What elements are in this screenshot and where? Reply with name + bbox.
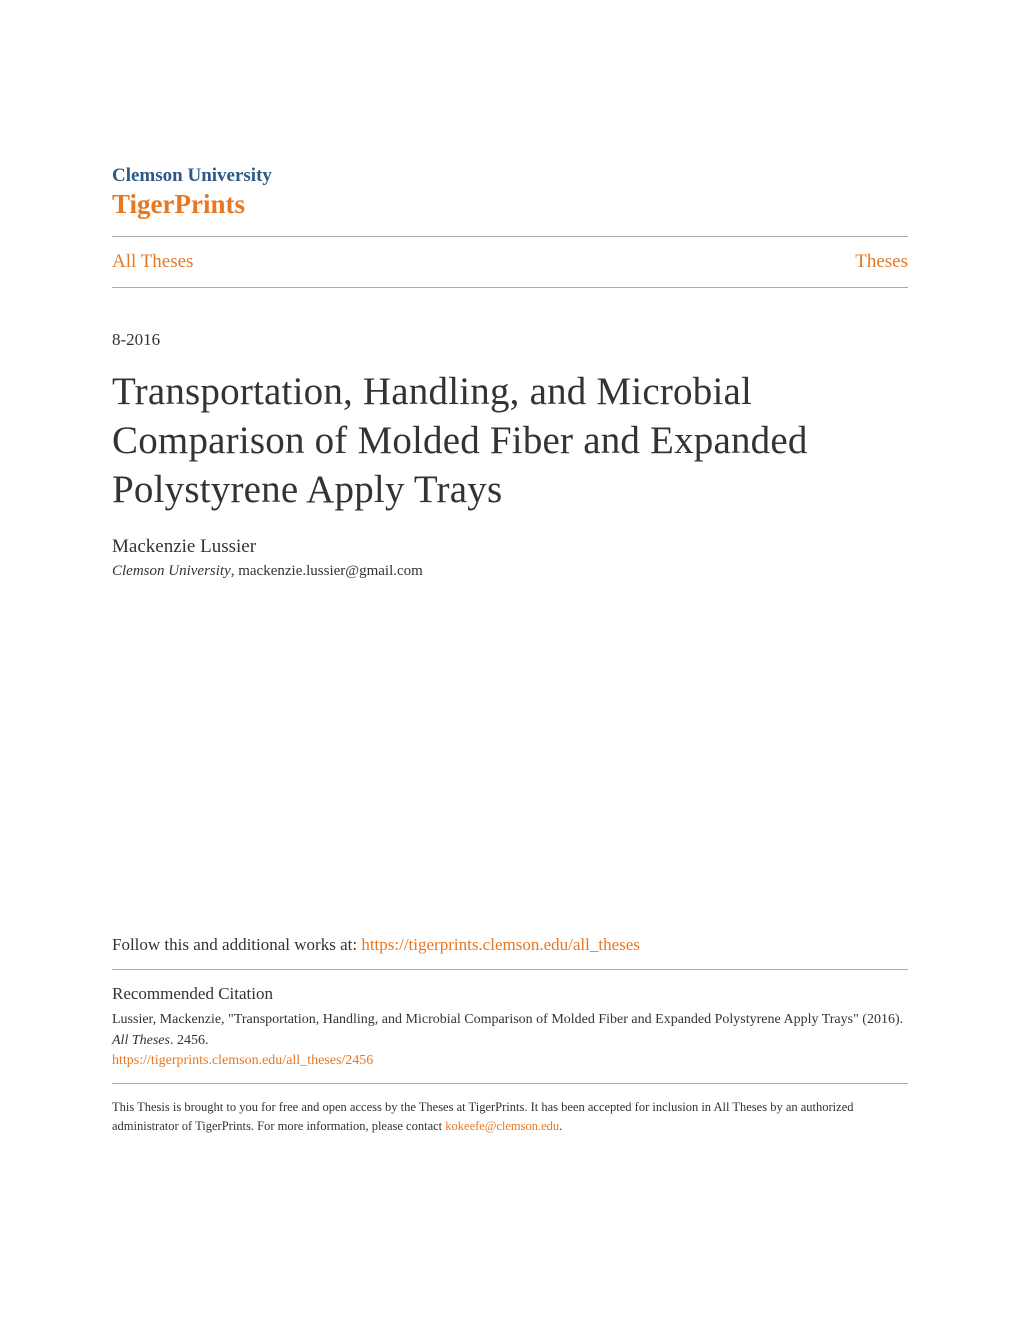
citation-section: Recommended Citation Lussier, Mackenzie,… bbox=[112, 970, 908, 1069]
document-title: Transportation, Handling, and Microbial … bbox=[112, 368, 908, 514]
institution-name: Clemson University bbox=[112, 165, 908, 187]
author-affiliation: Clemson University, mackenzie.lussier@gm… bbox=[112, 563, 908, 580]
author-institution: Clemson University bbox=[112, 563, 231, 579]
access-statement: This Thesis is brought to you for free a… bbox=[112, 1084, 908, 1136]
follow-section: Follow this and additional works at: htt… bbox=[112, 935, 908, 955]
citation-text-part1: Lussier, Mackenzie, "Transportation, Han… bbox=[112, 1012, 903, 1027]
nav-theses-link[interactable]: Theses bbox=[855, 251, 908, 273]
nav-row: All Theses Theses bbox=[112, 237, 908, 287]
citation-series: All Theses bbox=[112, 1033, 170, 1048]
citation-url-link[interactable]: https://tigerprints.clemson.edu/all_thes… bbox=[112, 1053, 908, 1069]
citation-text: Lussier, Mackenzie, "Transportation, Han… bbox=[112, 1010, 908, 1051]
access-text-part2: . bbox=[559, 1119, 562, 1133]
repository-name: TigerPrints bbox=[112, 189, 908, 220]
follow-link[interactable]: https://tigerprints.clemson.edu/all_thes… bbox=[361, 935, 640, 954]
contact-email-link[interactable]: kokeefe@clemson.edu bbox=[445, 1119, 559, 1133]
citation-heading: Recommended Citation bbox=[112, 984, 908, 1004]
citation-text-part2: . 2456. bbox=[170, 1033, 209, 1048]
nav-all-theses-link[interactable]: All Theses bbox=[112, 251, 193, 273]
document-date: 8-2016 bbox=[112, 330, 908, 350]
author-email: mackenzie.lussier@gmail.com bbox=[238, 563, 423, 579]
divider-nav bbox=[112, 287, 908, 288]
follow-prefix: Follow this and additional works at: bbox=[112, 935, 361, 954]
author-name: Mackenzie Lussier bbox=[112, 536, 908, 558]
